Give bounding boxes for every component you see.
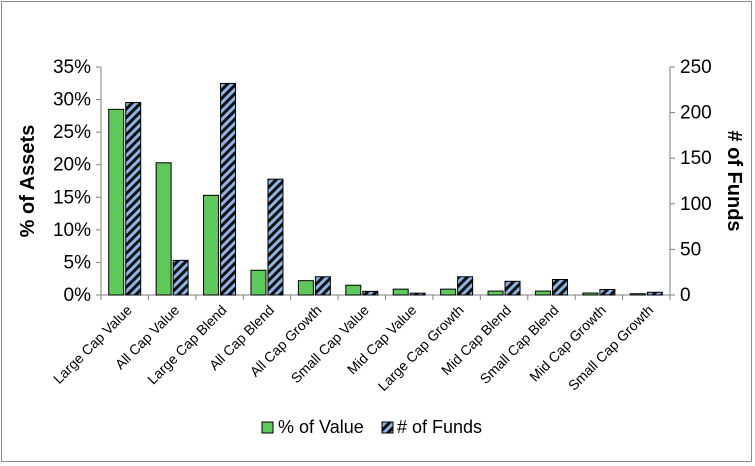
bar-num-funds: [457, 276, 474, 296]
category-label: Large Cap Growth: [375, 302, 467, 394]
bar-pct-value: [155, 162, 172, 296]
bar-pct-value: [582, 292, 599, 296]
left-tick-label: 0%: [64, 285, 92, 306]
left-tick-label: 10%: [53, 220, 91, 241]
right-tick-label: 0: [680, 285, 691, 306]
bar-num-funds: [172, 259, 189, 296]
left-tick-label: 20%: [53, 155, 91, 176]
bar-num-funds: [409, 292, 426, 296]
left-tick-label: 30%: [53, 90, 91, 111]
bar-num-funds: [599, 289, 616, 296]
bar-num-funds: [220, 82, 237, 296]
right-tick-label: 250: [680, 57, 712, 78]
category-label: Large Cap Value: [50, 302, 135, 387]
right-tick-label: 50: [680, 239, 701, 260]
left-tick-label: 25%: [53, 122, 91, 143]
bar-pct-value: [392, 288, 409, 296]
right-tick-label: 150: [680, 148, 712, 169]
axes-layer: [96, 66, 675, 300]
bar-pct-value: [534, 290, 551, 296]
bar-num-funds: [125, 102, 142, 296]
bar-pct-value: [203, 194, 220, 296]
legend-swatch-pct-value: [261, 421, 274, 434]
legend-swatch-num-funds: [381, 421, 394, 434]
legend: % of Value # of Funds: [261, 417, 482, 437]
left-tick-label: 5%: [64, 252, 92, 273]
bar-num-funds: [504, 280, 521, 296]
bar-num-funds: [551, 278, 568, 296]
bar-num-funds: [314, 276, 331, 296]
legend-label-pct-value: % of Value: [278, 417, 364, 437]
bar-num-funds: [362, 290, 379, 296]
y2-axis-title: # of Funds: [723, 130, 745, 231]
right-tick-label: 200: [680, 103, 712, 124]
bar-pct-value: [629, 293, 646, 296]
bars-layer: [108, 82, 663, 296]
right-tick-label: 100: [680, 194, 712, 215]
chart-canvas: 0% 5% 10% 15% 20% 25% 30% 35% 0 50 100 150 200 250 Lar…: [17, 57, 745, 437]
bar-pct-value: [108, 108, 125, 296]
left-tick-label: 15%: [53, 187, 91, 208]
bar-num-funds: [267, 178, 284, 296]
legend-label-num-funds: # of Funds: [397, 417, 482, 437]
left-tick-label: 35%: [53, 57, 91, 78]
category-label: Small Cap Growth: [565, 302, 657, 394]
bar-pct-value: [440, 288, 457, 296]
bar-num-funds: [646, 291, 663, 296]
bar-pct-value: [297, 280, 314, 296]
bar-pct-value: [250, 269, 267, 296]
y-axis-title: % of Assets: [17, 125, 39, 238]
bar-pct-value: [345, 284, 362, 296]
bar-pct-value: [487, 290, 504, 296]
